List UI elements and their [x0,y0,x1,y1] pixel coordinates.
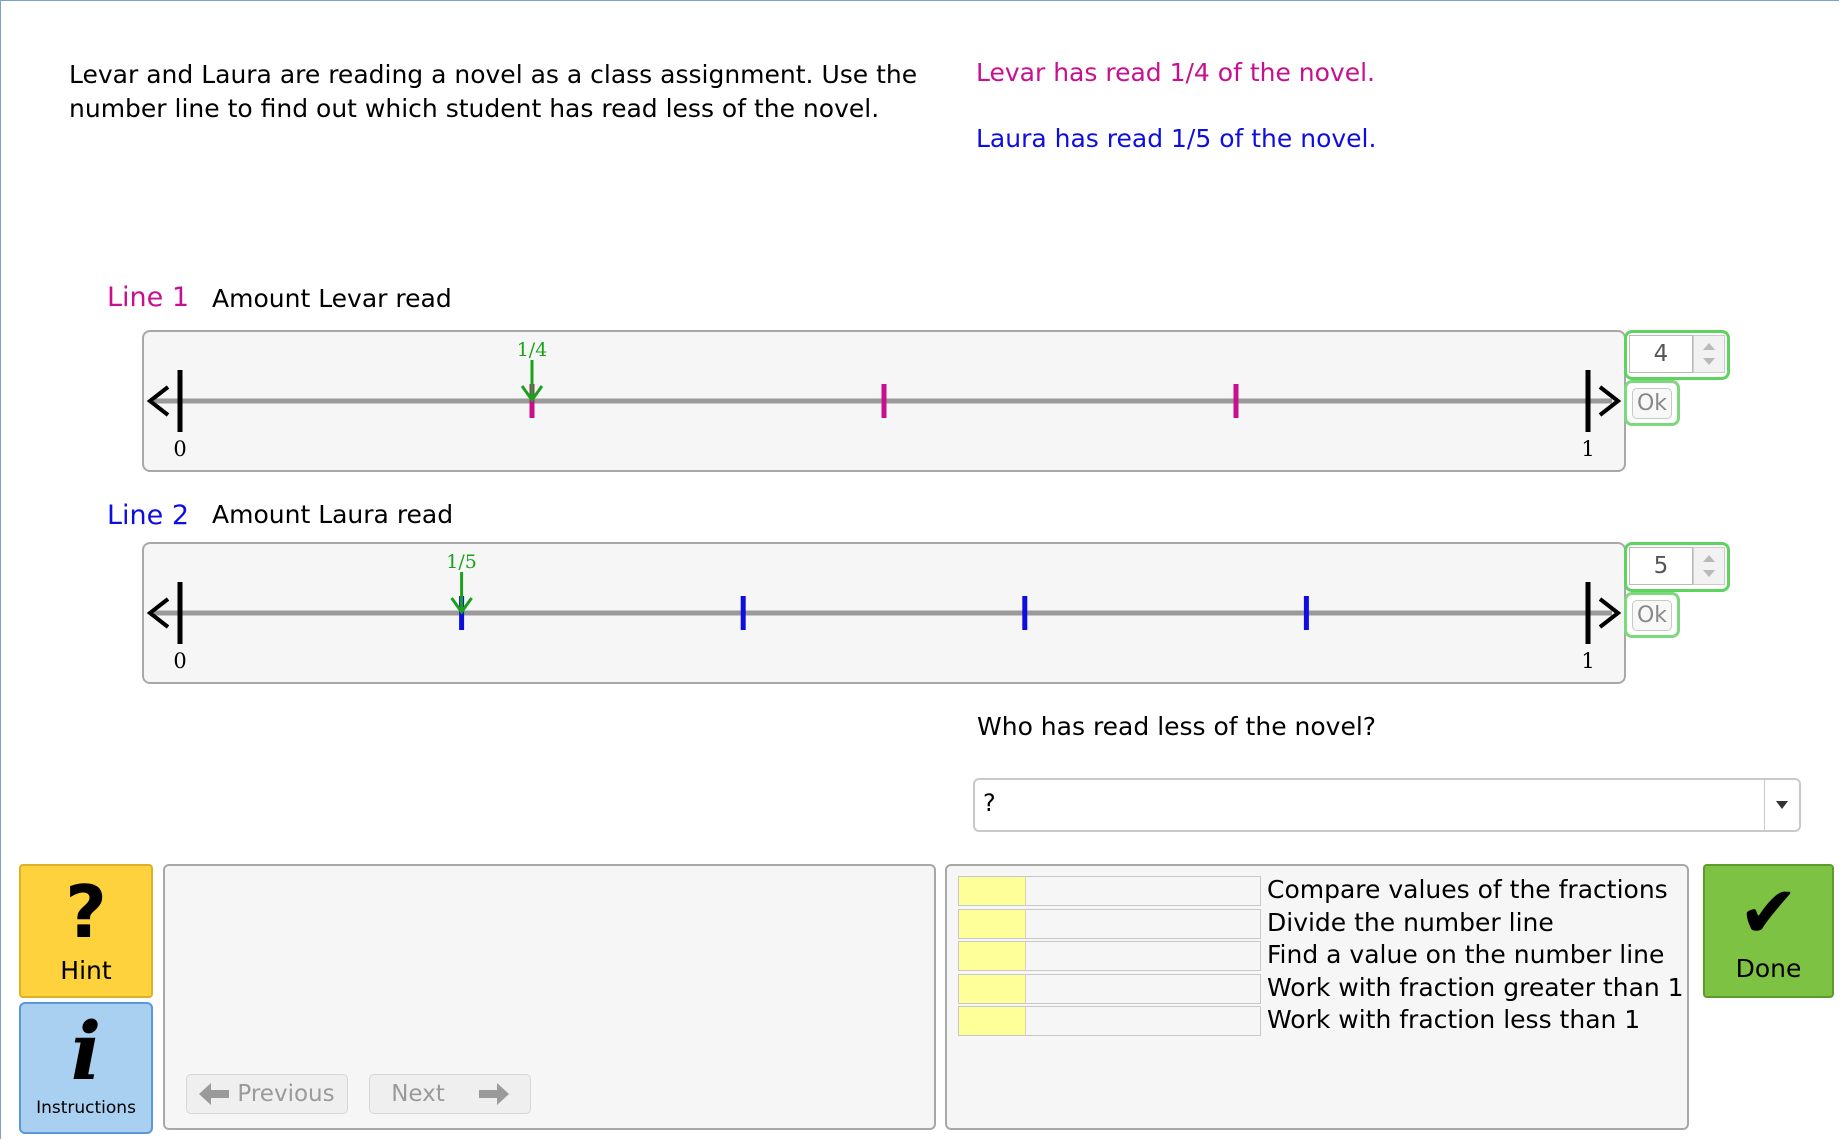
info-icon: i [70,1004,102,1098]
hint-button[interactable]: ? Hint [19,864,153,998]
start-label: 0 [173,649,186,673]
spinner-buttons[interactable] [1693,335,1725,373]
left-arrow-icon [146,385,170,417]
chevron-down-icon[interactable] [1764,780,1799,830]
problem-text: Levar and Laura are reading a novel as a… [69,60,918,123]
skill-meter-fill [959,942,1027,970]
skill-meter-fill [959,974,1027,1003]
arrow-right-icon [478,1083,509,1105]
value-marker: 1/4 [517,339,548,403]
laura-info: Laura has read 1/5 of the novel. [976,124,1377,153]
marker-label: 1/4 [517,339,548,361]
start-label: 0 [173,437,186,461]
arrow-down-icon [520,385,544,403]
number-line-2[interactable]: 0 1 1/5 [142,542,1626,684]
answer-dropdown[interactable]: ? [973,778,1801,832]
right-arrow-icon [1598,385,1622,417]
end-label: 1 [1581,649,1594,673]
previous-button[interactable]: Previous [186,1074,348,1114]
instructions-label: Instructions [36,1098,136,1118]
skill-meter-fill [959,877,1027,905]
line-2-ok-button[interactable]: Ok [1624,592,1680,638]
skill-label: Work with fraction less than 1 [1267,1005,1641,1034]
skill-meter-fill [959,1007,1027,1035]
skill-meter-fill [959,909,1027,938]
skill-label: Find a value on the number line [1267,940,1665,969]
instructions-button[interactable]: i Instructions [19,1002,153,1134]
question-text: Who has read less of the novel? [977,712,1377,741]
skills-panel: Compare values of the fractions Divide th… [945,864,1689,1130]
line-1-divisions-spinner[interactable]: 4 [1624,330,1730,380]
line-1-ok-button[interactable]: Ok [1624,380,1680,426]
line-2-description: Amount Laura read [212,500,454,529]
number-line-1[interactable]: 0 1 1/4 [142,330,1626,472]
end-label: 1 [1581,437,1594,461]
number-line-2-svg[interactable]: 0 1 1/5 [144,544,1624,682]
next-label: Next [391,1081,445,1107]
skill-meter [958,941,1261,971]
skill-meter [958,973,1261,1004]
levar-info: Levar has read 1/4 of the novel. [976,58,1375,87]
arrow-left-icon [199,1083,230,1105]
skill-label: Work with fraction greater than 1 [1267,972,1684,1002]
ok-label: Ok [1631,387,1673,419]
spinner-up-icon[interactable] [1703,555,1715,562]
dropdown-value: ? [983,789,996,817]
line-1-title: Line 1 [107,282,190,313]
skill-meter [958,876,1261,906]
next-button[interactable]: Next [369,1074,531,1114]
line-2-title: Line 2 [107,500,190,531]
value-marker: 1/5 [446,551,477,615]
line-1-description: Amount Levar read [212,284,452,313]
done-button[interactable]: ✔ Done [1703,864,1834,998]
arrow-down-icon [450,597,473,615]
spinner-value[interactable]: 5 [1629,547,1693,585]
spinner-up-icon[interactable] [1703,343,1715,350]
marker-label: 1/5 [446,551,477,573]
checkmark-icon: ✔ [1738,870,1799,954]
skill-label: Divide the number line [1267,907,1554,937]
skill-label: Compare values of the fractions [1267,875,1668,904]
spinner-buttons[interactable] [1693,547,1725,585]
skill-meter [958,1006,1261,1036]
right-arrow-icon [1598,597,1622,629]
left-arrow-icon [146,597,170,629]
done-label: Done [1735,954,1802,983]
line-2-divisions-spinner[interactable]: 5 [1624,542,1730,592]
skill-meter [958,908,1261,939]
hint-label: Hint [60,956,112,985]
ok-label: Ok [1631,599,1673,631]
spinner-value[interactable]: 4 [1629,335,1693,373]
question-mark-icon: ? [65,870,107,954]
spinner-down-icon[interactable] [1703,358,1715,365]
spinner-down-icon[interactable] [1703,570,1715,577]
number-line-1-svg[interactable]: 0 1 1/4 [144,332,1624,470]
previous-label: Previous [237,1081,335,1107]
